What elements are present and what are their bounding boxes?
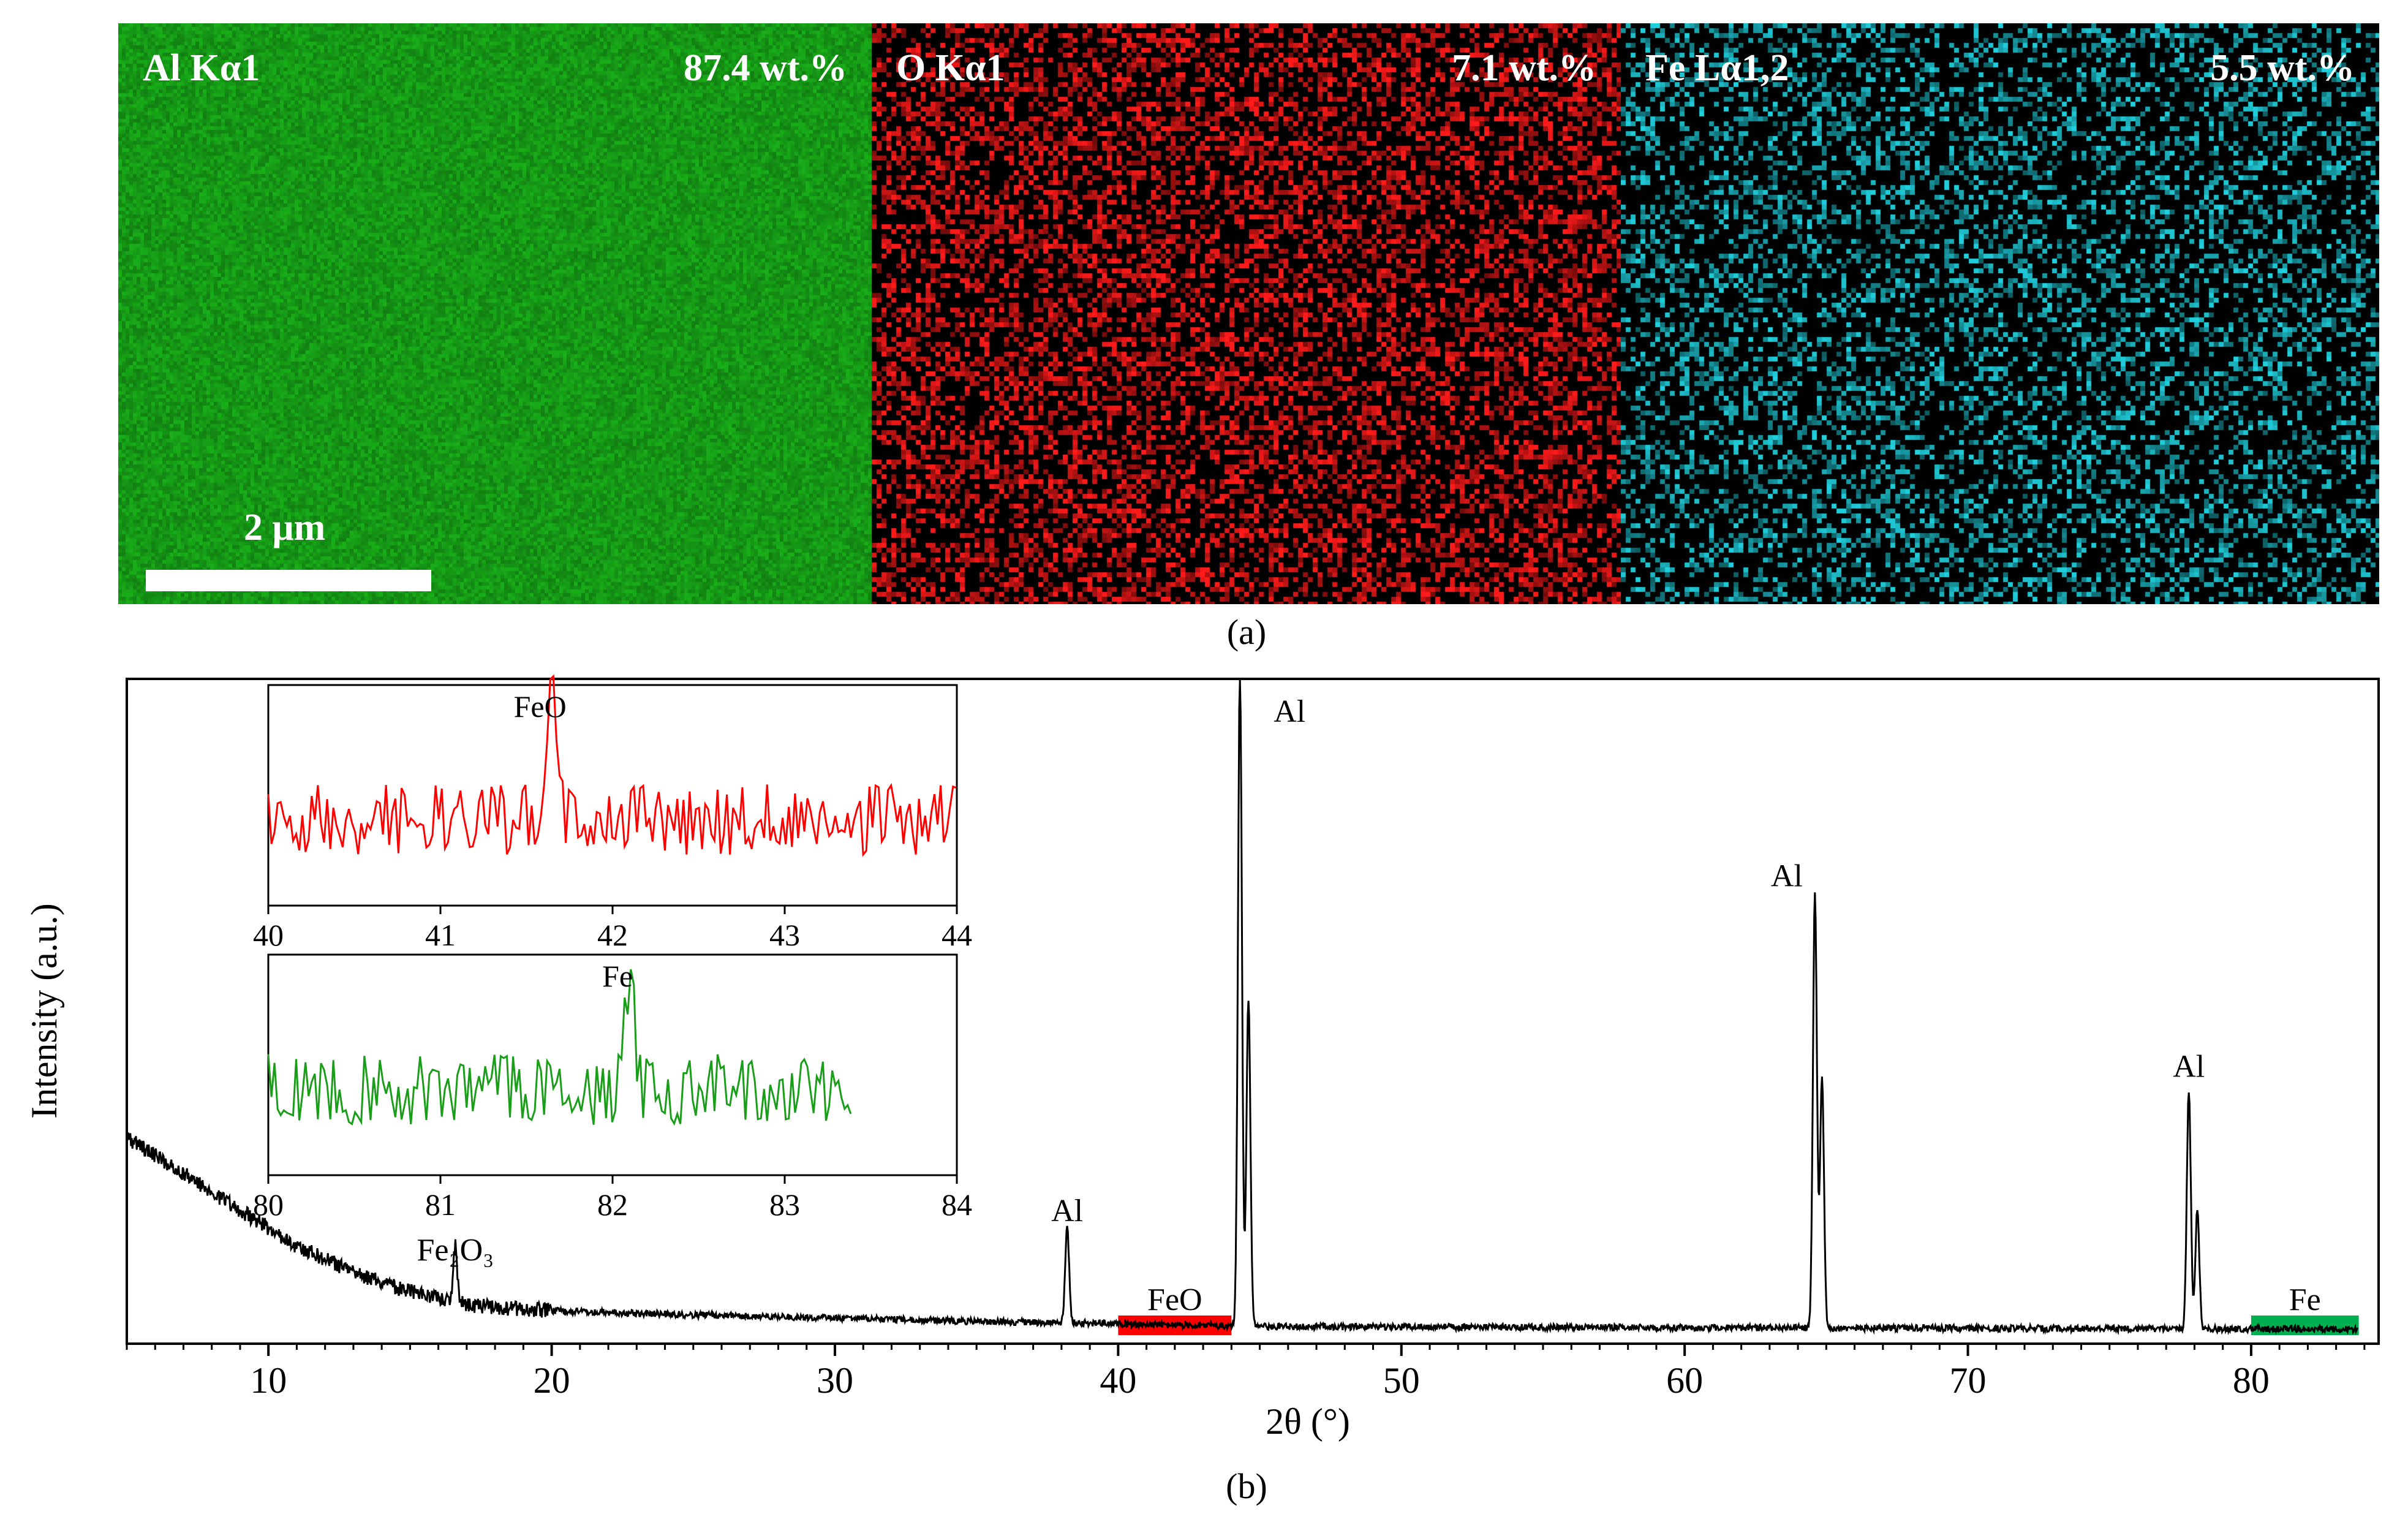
panel-a-caption: (a) [1226, 612, 1267, 652]
inset-fe-tick-label: 82 [597, 1187, 628, 1222]
al-map-image [118, 23, 872, 604]
inset-feo: 40 41 42 43 44 FeO [253, 674, 972, 952]
x-tick-label: 60 [1666, 1360, 1703, 1401]
o-map-wt-label: 7.1 wt.% [1452, 47, 1596, 89]
fe-map-wt-label: 5.5 wt.% [2210, 47, 2355, 89]
x-tick-label: 40 [1100, 1360, 1136, 1401]
inset-feo-peak-label: FeO [514, 689, 567, 724]
inset-fe-tick-label: 80 [253, 1187, 284, 1222]
highlight-label-fe: Fe [2289, 1282, 2321, 1317]
plot-frame [126, 678, 2380, 1345]
fe-map: Fe Lα1,2 5.5 wt.% [1621, 23, 2379, 604]
inset-feo-tick-label: 42 [597, 918, 628, 952]
x-tick-label: 10 [250, 1360, 287, 1401]
fe-map-element-label: Fe Lα1,2 [1645, 47, 1789, 89]
o-map: O Kα1 7.1 wt.% [872, 23, 1621, 604]
y-axis-label: Intensity (a.u.) [24, 903, 64, 1119]
inset-fe-tick-label: 81 [425, 1187, 456, 1222]
x-tick-label: 50 [1383, 1360, 1420, 1401]
inset-fe-peak-label: Fe [602, 959, 633, 993]
inset-fe-frame [267, 953, 958, 1176]
x-tick-label: 30 [817, 1360, 853, 1401]
highlight-label-feo: FeO [1147, 1282, 1202, 1317]
inset-feo-tick-label: 40 [253, 918, 284, 952]
peak-label: Al [1274, 694, 1305, 729]
inset-feo-tick-label: 44 [942, 918, 972, 952]
peak-label: Fe₂O₃ [417, 1233, 494, 1268]
fe-map-image [1621, 23, 2379, 604]
o-map-image [872, 23, 1621, 604]
peak-point [455, 1278, 456, 1279]
peak-label: Al [2173, 1049, 2205, 1084]
inset-feo-tick-label: 43 [769, 918, 800, 952]
inset-feo-tick-label: 41 [425, 918, 456, 952]
x-tick-label: 20 [534, 1360, 570, 1401]
inset-fe-tick-label: 84 [942, 1187, 972, 1222]
inset-fe-line [267, 969, 852, 1126]
inset-feo-line [267, 674, 957, 857]
al-map: Al Kα1 87.4 wt.% 2 μm [118, 23, 872, 604]
o-map-element-label: O Kα1 [896, 47, 1005, 89]
peak-label: Al [1051, 1194, 1083, 1229]
al-map-wt-label: 87.4 wt.% [684, 47, 847, 89]
inset-fe: 80 81 82 83 84 Fe [253, 953, 972, 1222]
x-axis-label: 2θ (°) [1266, 1401, 1350, 1442]
eds-maps: Al Kα1 87.4 wt.% 2 μm O Kα1 7.1 wt.% Fe … [118, 23, 2379, 604]
xrd-series-line [126, 680, 2358, 1336]
x-tick-label: 70 [1950, 1360, 1987, 1401]
highlight-bar-fe [2251, 1316, 2359, 1335]
scale-bar-label: 2 μm [244, 507, 326, 548]
inset-fe-tick-label: 83 [769, 1187, 800, 1222]
al-map-element-label: Al Kα1 [143, 47, 260, 89]
panel-b-caption: (b) [1226, 1466, 1267, 1506]
inset-feo-frame [267, 684, 958, 907]
peak-label: Al [1771, 858, 1803, 893]
scale-bar [146, 570, 431, 591]
x-tick-label: 80 [2233, 1360, 2270, 1401]
